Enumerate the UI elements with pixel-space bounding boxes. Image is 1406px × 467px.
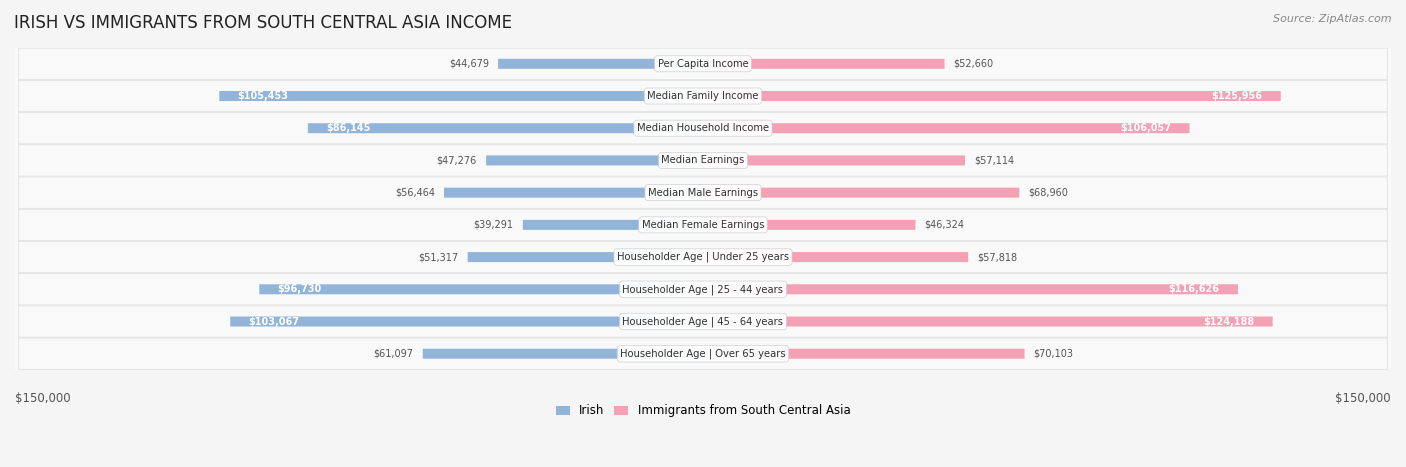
Text: $125,956: $125,956 (1212, 91, 1263, 101)
Text: $44,679: $44,679 (449, 59, 489, 69)
FancyBboxPatch shape (703, 252, 969, 262)
FancyBboxPatch shape (486, 156, 703, 165)
Text: Householder Age | Over 65 years: Householder Age | Over 65 years (620, 348, 786, 359)
FancyBboxPatch shape (231, 317, 703, 326)
Text: $124,188: $124,188 (1204, 317, 1254, 326)
FancyBboxPatch shape (468, 252, 703, 262)
Text: $56,464: $56,464 (395, 188, 434, 198)
Text: $39,291: $39,291 (474, 220, 513, 230)
FancyBboxPatch shape (15, 144, 1391, 177)
FancyBboxPatch shape (15, 241, 1391, 273)
FancyBboxPatch shape (219, 91, 703, 101)
Text: Householder Age | 45 - 64 years: Householder Age | 45 - 64 years (623, 316, 783, 327)
FancyBboxPatch shape (703, 123, 1189, 133)
Text: Householder Age | Under 25 years: Householder Age | Under 25 years (617, 252, 789, 262)
FancyBboxPatch shape (15, 209, 1391, 241)
FancyBboxPatch shape (15, 177, 1391, 209)
FancyBboxPatch shape (498, 59, 703, 69)
Text: $96,730: $96,730 (277, 284, 322, 294)
FancyBboxPatch shape (703, 59, 945, 69)
FancyBboxPatch shape (15, 112, 1391, 144)
FancyBboxPatch shape (259, 284, 703, 294)
Text: $61,097: $61,097 (374, 349, 413, 359)
FancyBboxPatch shape (703, 349, 1025, 359)
Text: $68,960: $68,960 (1028, 188, 1069, 198)
Text: IRISH VS IMMIGRANTS FROM SOUTH CENTRAL ASIA INCOME: IRISH VS IMMIGRANTS FROM SOUTH CENTRAL A… (14, 14, 512, 32)
Text: $116,626: $116,626 (1168, 284, 1219, 294)
Legend: Irish, Immigrants from South Central Asia: Irish, Immigrants from South Central Asi… (551, 399, 855, 422)
Text: Median Female Earnings: Median Female Earnings (641, 220, 765, 230)
FancyBboxPatch shape (444, 188, 703, 198)
Text: $105,453: $105,453 (238, 91, 288, 101)
Text: Median Earnings: Median Earnings (661, 156, 745, 165)
Text: $106,057: $106,057 (1121, 123, 1171, 133)
Text: $150,000: $150,000 (15, 392, 70, 405)
Text: $51,317: $51,317 (419, 252, 458, 262)
Text: $46,324: $46,324 (925, 220, 965, 230)
FancyBboxPatch shape (15, 80, 1391, 112)
Text: $47,276: $47,276 (437, 156, 477, 165)
Text: $86,145: $86,145 (326, 123, 371, 133)
Text: $52,660: $52,660 (953, 59, 994, 69)
FancyBboxPatch shape (423, 349, 703, 359)
FancyBboxPatch shape (703, 91, 1281, 101)
Text: $150,000: $150,000 (1336, 392, 1391, 405)
FancyBboxPatch shape (703, 317, 1272, 326)
Text: Median Male Earnings: Median Male Earnings (648, 188, 758, 198)
FancyBboxPatch shape (523, 220, 703, 230)
Text: Median Household Income: Median Household Income (637, 123, 769, 133)
Text: $57,114: $57,114 (974, 156, 1014, 165)
Text: Median Family Income: Median Family Income (647, 91, 759, 101)
Text: $57,818: $57,818 (977, 252, 1018, 262)
FancyBboxPatch shape (15, 48, 1391, 80)
FancyBboxPatch shape (703, 220, 915, 230)
Text: Householder Age | 25 - 44 years: Householder Age | 25 - 44 years (623, 284, 783, 295)
Text: $70,103: $70,103 (1033, 349, 1074, 359)
FancyBboxPatch shape (15, 305, 1391, 338)
FancyBboxPatch shape (703, 188, 1019, 198)
Text: Per Capita Income: Per Capita Income (658, 59, 748, 69)
Text: Source: ZipAtlas.com: Source: ZipAtlas.com (1274, 14, 1392, 24)
FancyBboxPatch shape (308, 123, 703, 133)
FancyBboxPatch shape (15, 273, 1391, 305)
FancyBboxPatch shape (703, 156, 965, 165)
FancyBboxPatch shape (15, 338, 1391, 370)
FancyBboxPatch shape (703, 284, 1237, 294)
Text: $103,067: $103,067 (249, 317, 299, 326)
